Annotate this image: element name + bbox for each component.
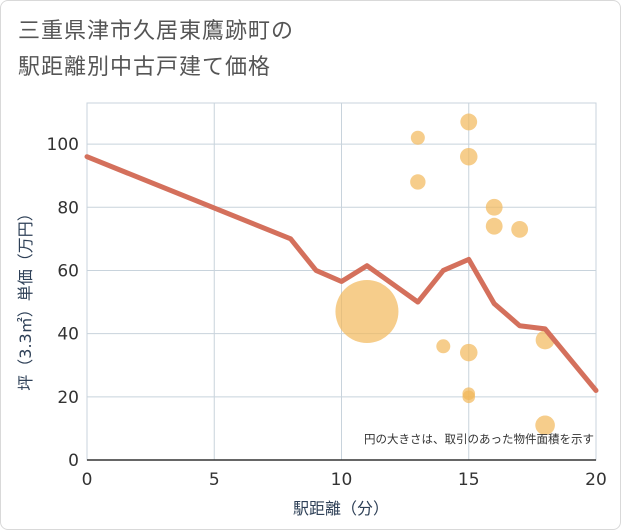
scatter-point [410,130,425,145]
scatter-point [460,113,478,131]
x-tick-label: 0 [82,470,93,490]
scatter-point [410,174,426,190]
y-tick-label: 20 [57,388,79,408]
x-tick-label: 10 [331,470,353,490]
x-axis-label: 駅距離（分） [293,499,389,518]
chart-title-line1: 三重県津市久居東鷹跡町の [18,19,295,44]
chart-title-line2: 駅距離別中古戸建て価格 [18,55,272,80]
y-tick-label: 0 [68,451,79,471]
scatter-point [511,220,529,238]
scatter-point [335,280,399,344]
x-tick-label: 5 [209,470,220,490]
size-note: 円の大きさは、取引のあった物件面積を示す [364,432,594,446]
scatter-point [485,217,503,235]
y-axis-label: 坪（3.3㎡）単価（万円） [16,205,35,390]
scatter-point [436,339,451,354]
y-tick-label: 60 [57,261,79,281]
y-tick-label: 80 [57,198,79,218]
y-tick-label: 40 [57,325,79,345]
chart-title: 三重県津市久居東鷹跡町の 駅距離別中古戸建て価格 [18,14,294,86]
scatter-point [460,147,478,166]
axes: 0 5 10 15 20 0 20 40 60 80 100 [47,135,607,490]
scatter-point [462,390,476,404]
scatter-point [485,198,503,216]
scatter-point [460,343,478,362]
price-line [84,154,599,393]
y-tick-label: 100 [47,135,79,155]
scatter-point [535,415,555,436]
x-tick-label: 15 [458,470,480,490]
scatter-series [335,113,555,436]
line-series [84,154,599,393]
x-tick-label: 20 [585,470,607,490]
